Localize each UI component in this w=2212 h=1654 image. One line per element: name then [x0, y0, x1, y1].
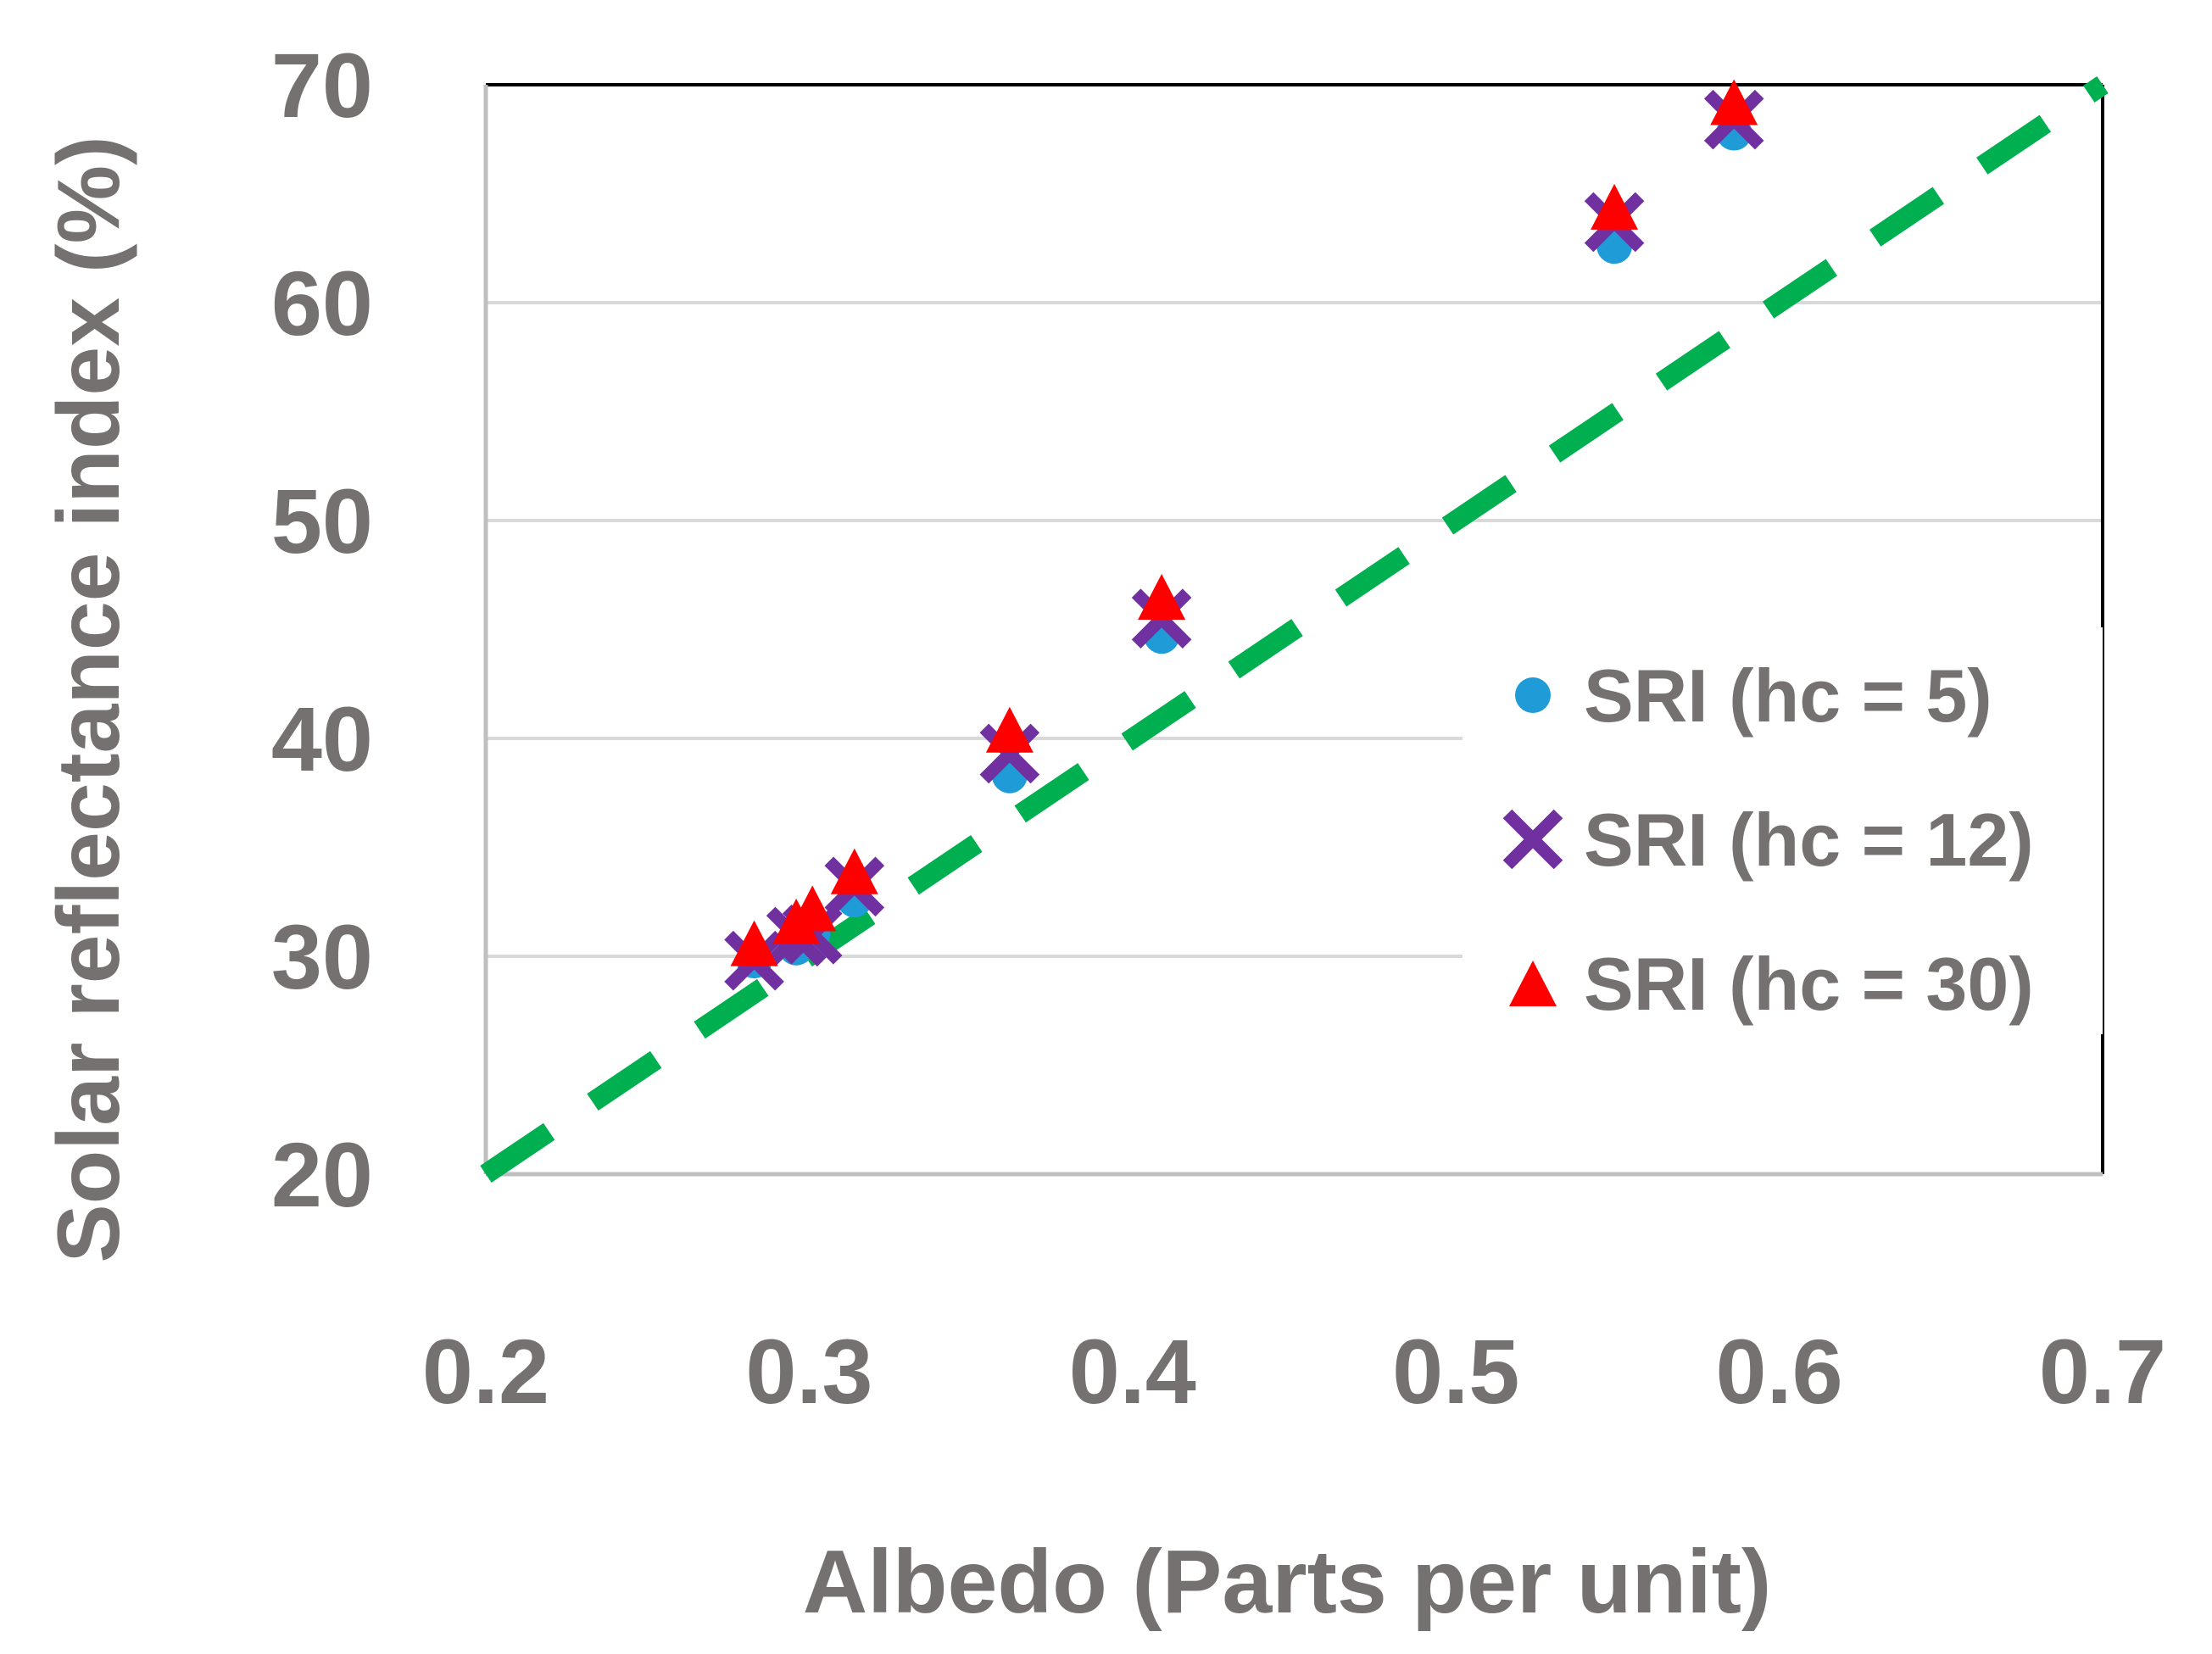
- series-3-point-4: [830, 848, 878, 894]
- legend-label-3: SRI (hc = 30): [1584, 942, 2034, 1026]
- x-tick-label: 0.4: [1069, 1320, 1196, 1423]
- y-tick-label: 20: [271, 1123, 373, 1226]
- x-tick-label: 0.6: [1716, 1320, 1843, 1423]
- legend-label-2: SRI (hc = 12): [1584, 798, 2034, 882]
- y-tick-label: 60: [271, 252, 373, 354]
- legend-marker-1: [1515, 677, 1551, 713]
- series-3-point-5: [985, 706, 1034, 753]
- y-tick-label: 30: [271, 905, 373, 1008]
- x-tick-label: 0.7: [2039, 1320, 2166, 1423]
- x-tick-label: 0.2: [422, 1320, 549, 1423]
- legend-marker-2: [1502, 809, 1563, 870]
- y-tick-label: 50: [271, 470, 373, 572]
- series-3-point-3: [788, 885, 837, 932]
- series-2-point-5: [979, 723, 1040, 784]
- series-3-point-8: [1710, 79, 1758, 125]
- legend-marker-2-stroke-b: [1502, 809, 1563, 870]
- x-tick-label: 0.5: [1392, 1320, 1519, 1423]
- series-3-point-7: [1591, 183, 1639, 230]
- legend-marker-3: [1509, 961, 1557, 1006]
- data-marks: [724, 79, 1764, 991]
- legend-background: [1463, 627, 2103, 1034]
- series-3-point-1: [730, 920, 778, 966]
- y-axis-title: Solar reflectance index (%): [40, 136, 138, 1262]
- series-3: [730, 79, 1758, 966]
- legend: SRI (hc = 5) SRI (hc = 12) SRI (hc = 30): [1463, 627, 2103, 1034]
- series-2-point-5-stroke-b: [979, 723, 1040, 784]
- series-3-point-6: [1138, 573, 1186, 620]
- y-tick-labels: 20 30 40 50 60 70: [271, 34, 373, 1226]
- x-tick-label: 0.3: [745, 1320, 872, 1423]
- y-tick-label: 70: [271, 34, 373, 136]
- legend-label-1: SRI (hc = 5): [1584, 654, 1992, 738]
- y-tick-label: 40: [271, 688, 373, 790]
- reference-line: [480, 76, 2109, 1183]
- reference-line-dashed: [480, 76, 2109, 1183]
- x-axis-title: Albedo (Parts per unit): [803, 1532, 1772, 1632]
- x-tick-labels: 0.2 0.3 0.4 0.5 0.6 0.7: [422, 1320, 2166, 1423]
